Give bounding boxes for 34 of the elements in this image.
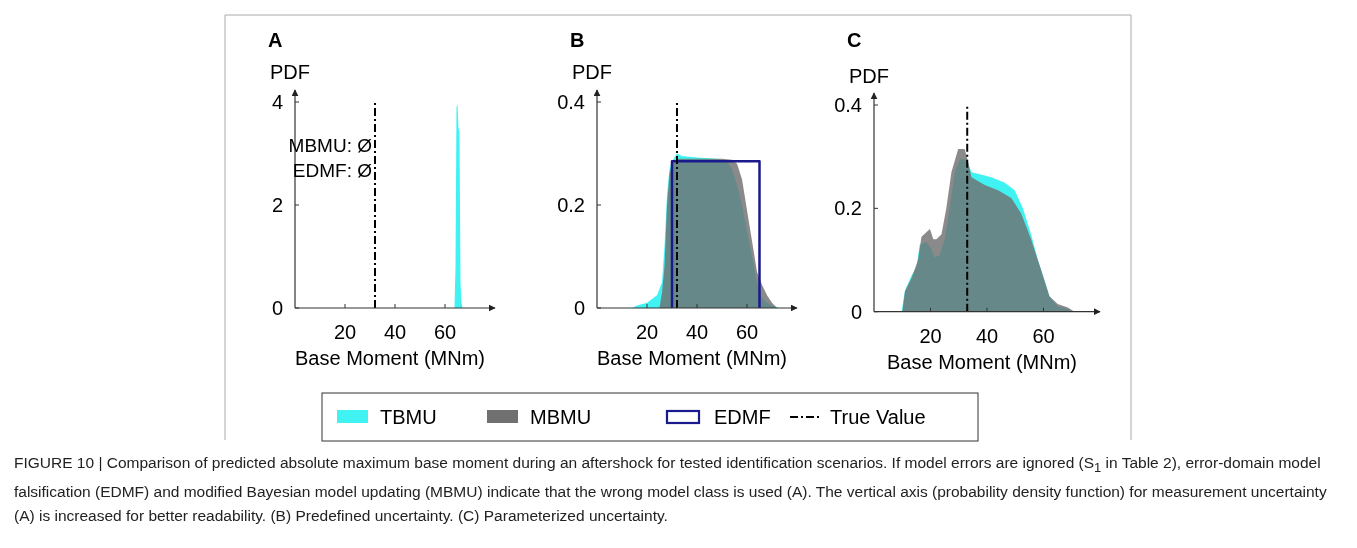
x-tick-label: 40: [383, 321, 407, 343]
x-tick-label: 60: [433, 321, 457, 343]
y-tick-label: 0.2: [557, 194, 585, 216]
x-tick-label: 40: [975, 324, 999, 347]
y-tick-label: 0.2: [834, 197, 862, 220]
annotation: EDMF: Ø: [292, 160, 373, 181]
x-axis-title: Base Moment (MNm): [596, 347, 788, 369]
x-tick-label: 20: [635, 321, 659, 343]
y-tick-label: 0: [271, 297, 283, 319]
x-tick-label: 40: [685, 321, 709, 343]
chart-title: C: [847, 29, 862, 51]
legend-label: True Value: [830, 406, 926, 428]
y-tick-label: 0: [573, 297, 585, 319]
y-tick-label: 2: [271, 194, 283, 216]
legend-label: TBMU: [380, 406, 437, 428]
y-tick-label: 0: [850, 300, 862, 323]
y-axis-title: PDF: [270, 61, 310, 83]
annotation: MBMU: Ø: [288, 135, 373, 156]
y-axis-title: PDF: [572, 61, 612, 83]
y-tick-label: 0.4: [557, 91, 585, 113]
x-tick-label: 20: [919, 324, 942, 347]
x-axis-title: Base Moment (MNm): [886, 350, 1078, 373]
caption: FIGURE 10 | Comparison of predicted absolute maximum base moment during an aftershock for tested identification scenarios. If model errors are ignored (S$_{1}$ in Table 2), error-domain model falsification (EDMF) and modified Bayesian model updating (MBMU) indicate that the wrong model class is used (A). The vertical axis (probability density function) for measurement uncertainty (A) is increased for better readability. (B) Predefined uncertainty. (C) Parameterized uncertainty.: [14, 453, 1328, 527]
x-tick-label: 60: [735, 321, 759, 343]
y-tick-label: 4: [271, 91, 283, 113]
chart-title: A: [268, 29, 283, 51]
legend-label: EDMF: [714, 406, 771, 428]
chart-title: B: [570, 29, 585, 51]
legend-label: MBMU: [530, 406, 592, 428]
y-tick-label: 0.4: [834, 94, 862, 116]
x-tick-label: 20: [333, 321, 357, 343]
y-axis-title: PDF: [849, 64, 889, 87]
x-tick-label: 60: [1032, 324, 1055, 347]
x-axis-title: Base Moment (MNm): [294, 347, 486, 369]
